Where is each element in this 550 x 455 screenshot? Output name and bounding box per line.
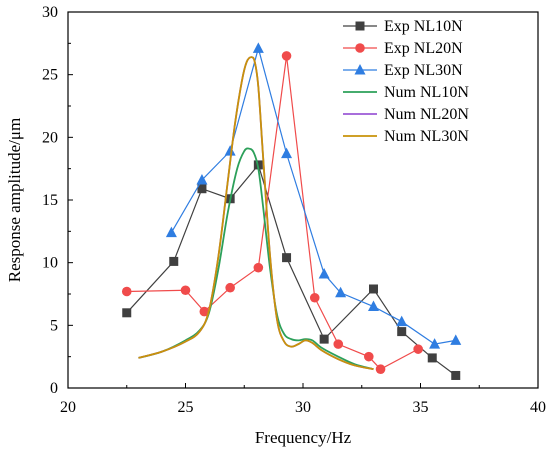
data-point [335, 286, 347, 298]
legend-item: Exp NL30N [343, 62, 463, 79]
legend-item: Num NL20N [343, 106, 469, 123]
x-tick-label: 35 [413, 399, 429, 416]
legend-marker [354, 64, 366, 75]
legend-label: Exp NL30N [384, 62, 463, 79]
data-point [451, 370, 461, 380]
data-point [180, 285, 191, 296]
y-tick-label: 30 [42, 4, 58, 21]
x-axis-label: Frequency/Hz [255, 428, 352, 447]
data-point [429, 338, 441, 349]
series-exp-nl30n [165, 42, 462, 349]
legend-label: Num NL10N [384, 84, 469, 101]
legend-label: Exp NL20N [384, 40, 463, 57]
data-point [281, 51, 292, 61]
data-point [413, 344, 423, 354]
y-tick-label: 20 [42, 129, 58, 146]
y-tick-label: 0 [50, 380, 58, 397]
data-point [253, 262, 264, 273]
series-line [126, 163, 457, 376]
series-layer [121, 42, 462, 380]
series-curve [138, 56, 374, 371]
series-exp-nl10n [122, 160, 461, 380]
legend-label: Num NL30N [384, 128, 469, 145]
series-num-nl20n [138, 56, 374, 371]
legend-marker [355, 43, 365, 53]
legend-item: Exp NL20N [343, 40, 463, 57]
y-tick-label: 15 [42, 192, 58, 209]
data-point [282, 253, 292, 263]
y-tick-label: 10 [42, 255, 58, 272]
data-point [333, 339, 344, 349]
legend-item: Num NL10N [343, 84, 469, 101]
data-point [196, 173, 208, 185]
y-tick-label: 25 [42, 67, 58, 84]
data-point [364, 351, 374, 362]
series-exp-nl20n [121, 51, 423, 375]
data-point [224, 145, 236, 156]
axis-ticks: 20 25 30 35 40 0 5 10 15 20 25 30 [42, 4, 546, 416]
data-point [309, 292, 320, 303]
data-point [450, 334, 462, 345]
data-point [396, 315, 408, 327]
data-point [252, 42, 264, 53]
data-point [169, 256, 179, 266]
series-curve [138, 56, 374, 371]
legend-label: Exp NL10N [384, 18, 463, 35]
x-tick-label: 30 [295, 399, 311, 416]
data-point [122, 308, 132, 318]
data-point [225, 282, 235, 293]
data-point [369, 284, 378, 294]
x-tick-label: 25 [178, 399, 194, 416]
y-axis-label: Response amplitude/μm [5, 118, 24, 282]
series-num-nl30n [138, 56, 374, 371]
data-point [397, 327, 407, 337]
data-point [368, 300, 379, 312]
data-point [165, 226, 177, 238]
x-tick-label: 20 [60, 399, 76, 416]
x-tick-label: 40 [530, 399, 546, 416]
data-point [318, 267, 330, 279]
data-point [375, 364, 386, 375]
data-point [121, 286, 132, 297]
legend-item: Num NL30N [343, 128, 469, 145]
data-point [197, 184, 207, 194]
legend: Exp NL10N Exp NL20N Exp NL30N Num NL10N Num … [343, 18, 469, 145]
data-point [281, 147, 293, 159]
y-tick-label: 5 [50, 317, 58, 334]
legend-label: Num NL20N [384, 106, 469, 123]
data-point [427, 353, 437, 363]
legend-item: Exp NL10N [343, 18, 463, 35]
data-point [319, 334, 329, 344]
legend-marker [355, 21, 365, 31]
data-point [199, 306, 210, 317]
